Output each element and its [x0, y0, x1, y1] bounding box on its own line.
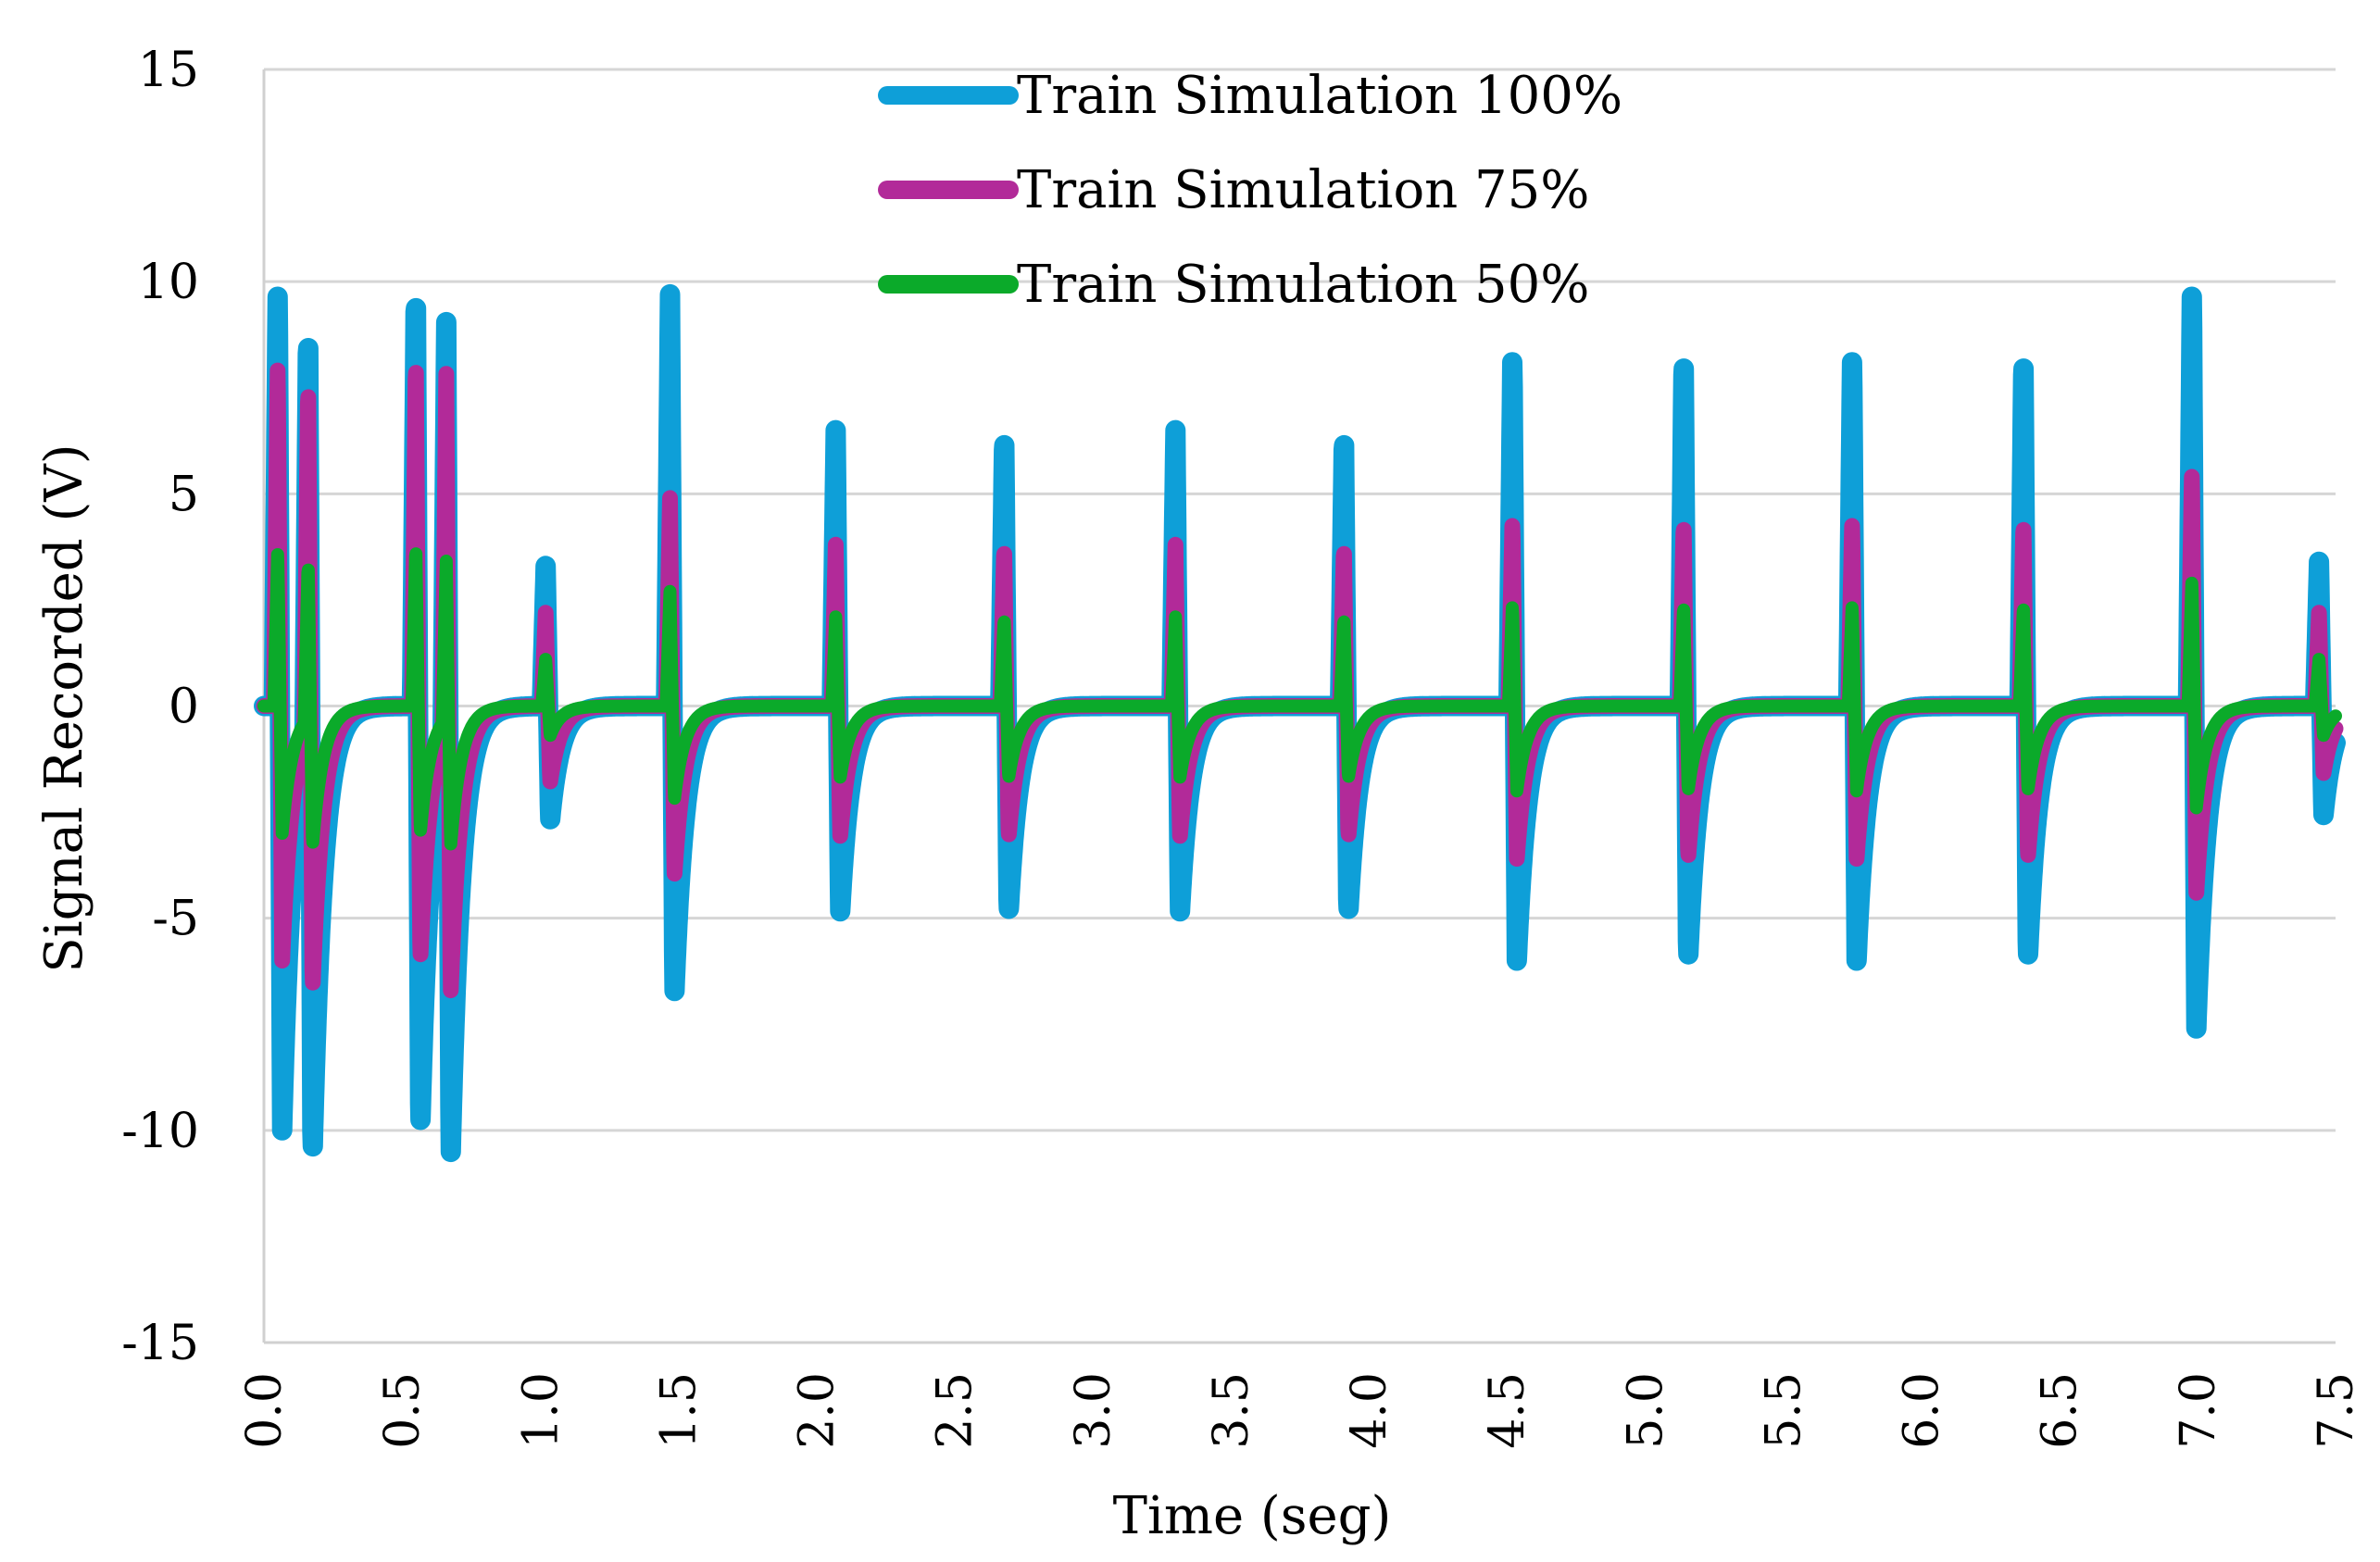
- y-tick-label: -10: [121, 1104, 199, 1159]
- x-tick-label: 4.0: [1342, 1372, 1397, 1449]
- series-line-3: [257, 547, 2342, 851]
- x-tick-label: 3.0: [1066, 1372, 1121, 1449]
- x-tick-label: 7.5: [2309, 1372, 2364, 1449]
- legend-label-3: Train Simulation 50%: [1017, 255, 1590, 315]
- y-tick-label: -5: [152, 892, 199, 947]
- y-tick-label: 0: [169, 680, 199, 735]
- legend-label-2: Train Simulation 75%: [1017, 160, 1590, 220]
- y-tick-labels: 15 10 5 0 -5 -10 -15: [121, 43, 199, 1371]
- x-tick-label: 4.5: [1480, 1372, 1535, 1449]
- x-tick-label: 2.5: [928, 1372, 983, 1449]
- x-tick-label: 6.5: [2033, 1372, 2088, 1449]
- x-tick-label: 0.0: [237, 1372, 293, 1449]
- y-tick-label: 5: [169, 467, 199, 522]
- series-lines: [254, 283, 2346, 1163]
- x-tick-label: 6.0: [1895, 1372, 1950, 1449]
- x-tick-label: 0.5: [375, 1372, 431, 1449]
- y-tick-label: -15: [121, 1316, 199, 1371]
- legend: Train Simulation 100% Train Simulation 75…: [878, 66, 1622, 315]
- x-tick-label: 2.0: [790, 1372, 846, 1449]
- x-tick-label: 5.0: [1618, 1372, 1673, 1449]
- legend-label-1: Train Simulation 100%: [1017, 66, 1622, 126]
- y-tick-label: 10: [138, 255, 199, 310]
- x-tick-label: 3.5: [1204, 1372, 1259, 1449]
- x-tick-labels: 0.0 0.5 1.0 1.5 2.0 2.5 3.0 3.5 4.0 4.5 5.0 5.5 6.0 6…: [237, 1372, 2364, 1449]
- x-axis-title: Time (seg): [1113, 1486, 1392, 1546]
- x-tick-label: 5.5: [1756, 1372, 1811, 1449]
- y-axis-title: Signal Recorded (V): [34, 444, 94, 972]
- x-tick-label: 1.0: [513, 1372, 569, 1449]
- x-tick-label: 1.5: [651, 1372, 707, 1449]
- y-tick-label: 15: [138, 43, 199, 98]
- x-tick-label: 7.0: [2171, 1372, 2226, 1449]
